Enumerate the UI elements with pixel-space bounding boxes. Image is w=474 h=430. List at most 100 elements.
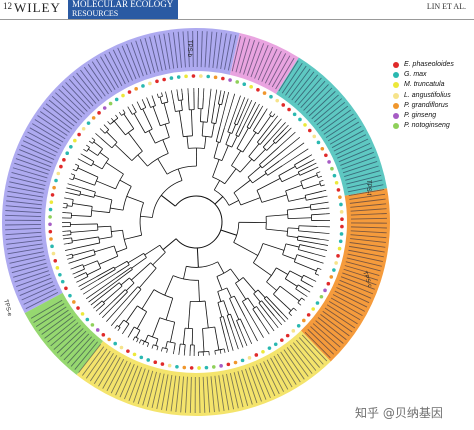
tree-branch: [319, 238, 329, 241]
tree-branch: [276, 118, 282, 125]
leaf-species-dot: [77, 132, 81, 137]
gene-label-mark: [350, 230, 387, 234]
leaf-species-dot: [307, 128, 312, 133]
tree-arc: [113, 245, 119, 257]
gene-label-mark: [257, 46, 274, 81]
tree-branch: [319, 179, 324, 182]
gene-label-mark: [227, 35, 237, 71]
tree-branch: [152, 106, 161, 126]
tree-branch: [296, 254, 320, 263]
leaf-species-dot: [191, 74, 196, 78]
gene-label-mark: [246, 41, 260, 76]
gene-label-mark: [5, 235, 42, 240]
gene-label-mark: [39, 111, 70, 133]
tree-branch: [219, 90, 222, 95]
gene-label-mark: [16, 273, 51, 287]
tree-branch: [122, 109, 126, 114]
tree-branch: [287, 217, 312, 220]
gene-label-mark: [11, 171, 47, 183]
leaf-species-dot: [49, 200, 54, 204]
gene-label-mark: [185, 376, 188, 413]
gene-label-mark: [329, 125, 362, 145]
leaf-species-dot: [340, 224, 344, 229]
gene-label-mark: [5, 210, 42, 214]
leaf-species-dot: [134, 87, 138, 91]
tree-branch: [225, 132, 231, 145]
tree-branch: [305, 190, 323, 196]
tree-arc: [147, 153, 169, 167]
gene-label-mark: [347, 253, 383, 262]
gene-label-mark: [172, 32, 179, 69]
tree-branch: [127, 253, 144, 264]
tree-branch: [223, 300, 230, 315]
gene-label-mark: [241, 369, 253, 405]
tree-arc: [109, 120, 115, 125]
leaf-species-dot: [269, 94, 273, 99]
tree-arc: [190, 300, 206, 302]
leaf-species-dot: [48, 215, 52, 219]
tree-arc: [90, 206, 93, 217]
tree-arc: [160, 122, 170, 127]
tree-arc: [110, 226, 113, 237]
tree-branch: [68, 261, 75, 264]
tree-branch: [253, 148, 266, 162]
tree-branch: [244, 316, 258, 342]
header-divider: [0, 19, 474, 20]
tree-branch: [176, 89, 178, 94]
tree-arc: [252, 243, 264, 263]
gene-label-mark: [180, 376, 185, 413]
leaf-species-dot: [55, 266, 60, 270]
tree-arc: [140, 339, 145, 342]
tree-branch: [240, 197, 261, 206]
leaf-species-dot: [339, 232, 344, 236]
tree-branch: [75, 163, 79, 167]
tree-root-arc: [175, 195, 223, 249]
leaf-species-dot: [235, 80, 240, 84]
gene-label-mark: [317, 317, 347, 341]
tree-branch: [299, 244, 316, 249]
tree-branch: [166, 348, 168, 353]
gene-label-mark: [156, 373, 165, 410]
legend-label: L. angustifolius: [404, 91, 451, 99]
tree-branch: [296, 160, 312, 170]
tree-arc: [97, 260, 102, 269]
leaf-species-dot: [336, 254, 340, 258]
publisher-logo: WILEY: [14, 0, 61, 15]
tree-branch: [223, 348, 226, 353]
tree-branch: [133, 107, 137, 113]
gene-label-mark: [344, 265, 380, 277]
tree-branch: [165, 298, 174, 321]
tree-branch: [70, 188, 81, 192]
tree-branch: [219, 127, 225, 143]
tree-branch: [259, 124, 277, 145]
tree-branch: [80, 279, 99, 291]
gene-label-mark: [177, 31, 182, 68]
gene-label-mark: [322, 310, 353, 333]
tree-branch: [240, 100, 253, 125]
tree-branch: [83, 155, 95, 162]
gene-label-mark: [349, 193, 386, 200]
tree-branch: [236, 320, 241, 331]
tree-arc: [115, 173, 124, 190]
tree-branch: [173, 343, 176, 351]
tree-arc: [159, 317, 175, 323]
tree-arc: [186, 261, 218, 268]
gene-label-mark: [6, 239, 43, 245]
tree-branch: [318, 243, 328, 246]
gene-label-mark: [263, 361, 280, 395]
gene-label-mark: [6, 243, 43, 250]
tree-branch: [178, 343, 181, 351]
leaf-species-dot: [256, 87, 260, 92]
tree-branch: [88, 148, 98, 156]
leaf-species-dot: [292, 112, 297, 117]
leaf-species-dot: [176, 75, 181, 79]
leaf-species-dot: [206, 74, 211, 79]
leaf-species-dot: [182, 365, 187, 370]
tree-branch: [253, 262, 272, 276]
tree-branch: [181, 92, 184, 100]
leaf-species-dot: [334, 180, 339, 185]
gene-label-mark: [307, 329, 335, 355]
gene-label-mark: [35, 306, 67, 327]
gene-label-mark: [311, 94, 339, 120]
tree-branch: [289, 270, 303, 278]
